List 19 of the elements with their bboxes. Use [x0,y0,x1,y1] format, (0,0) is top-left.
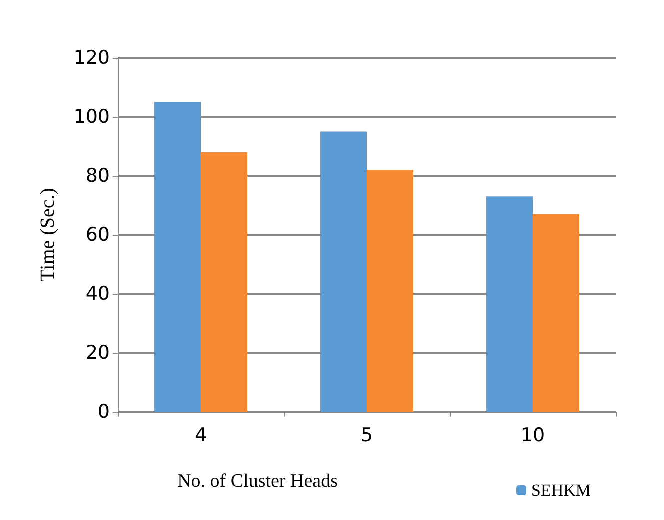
x-tick-label: 5 [360,424,374,446]
bar [201,152,248,412]
bar [486,196,533,412]
bar [367,170,414,412]
y-tick-label: 100 [74,106,110,128]
legend-label: SEHKM [531,481,592,500]
y-tick-label: 0 [98,401,110,423]
y-axis-title: Time (Sec.) [37,188,59,282]
bar [533,214,580,412]
y-tick-label: 80 [86,165,110,187]
y-tick-label: 120 [74,47,110,69]
bar [320,132,367,412]
x-tick-label: 4 [194,424,208,446]
bar [154,102,201,412]
x-axis-title: No. of Cluster Heads [178,471,338,492]
y-tick-label: 20 [86,342,110,364]
x-tick-label: 10 [520,424,546,446]
y-tick-label: 40 [86,283,110,305]
y-tick-label: 60 [86,224,110,246]
